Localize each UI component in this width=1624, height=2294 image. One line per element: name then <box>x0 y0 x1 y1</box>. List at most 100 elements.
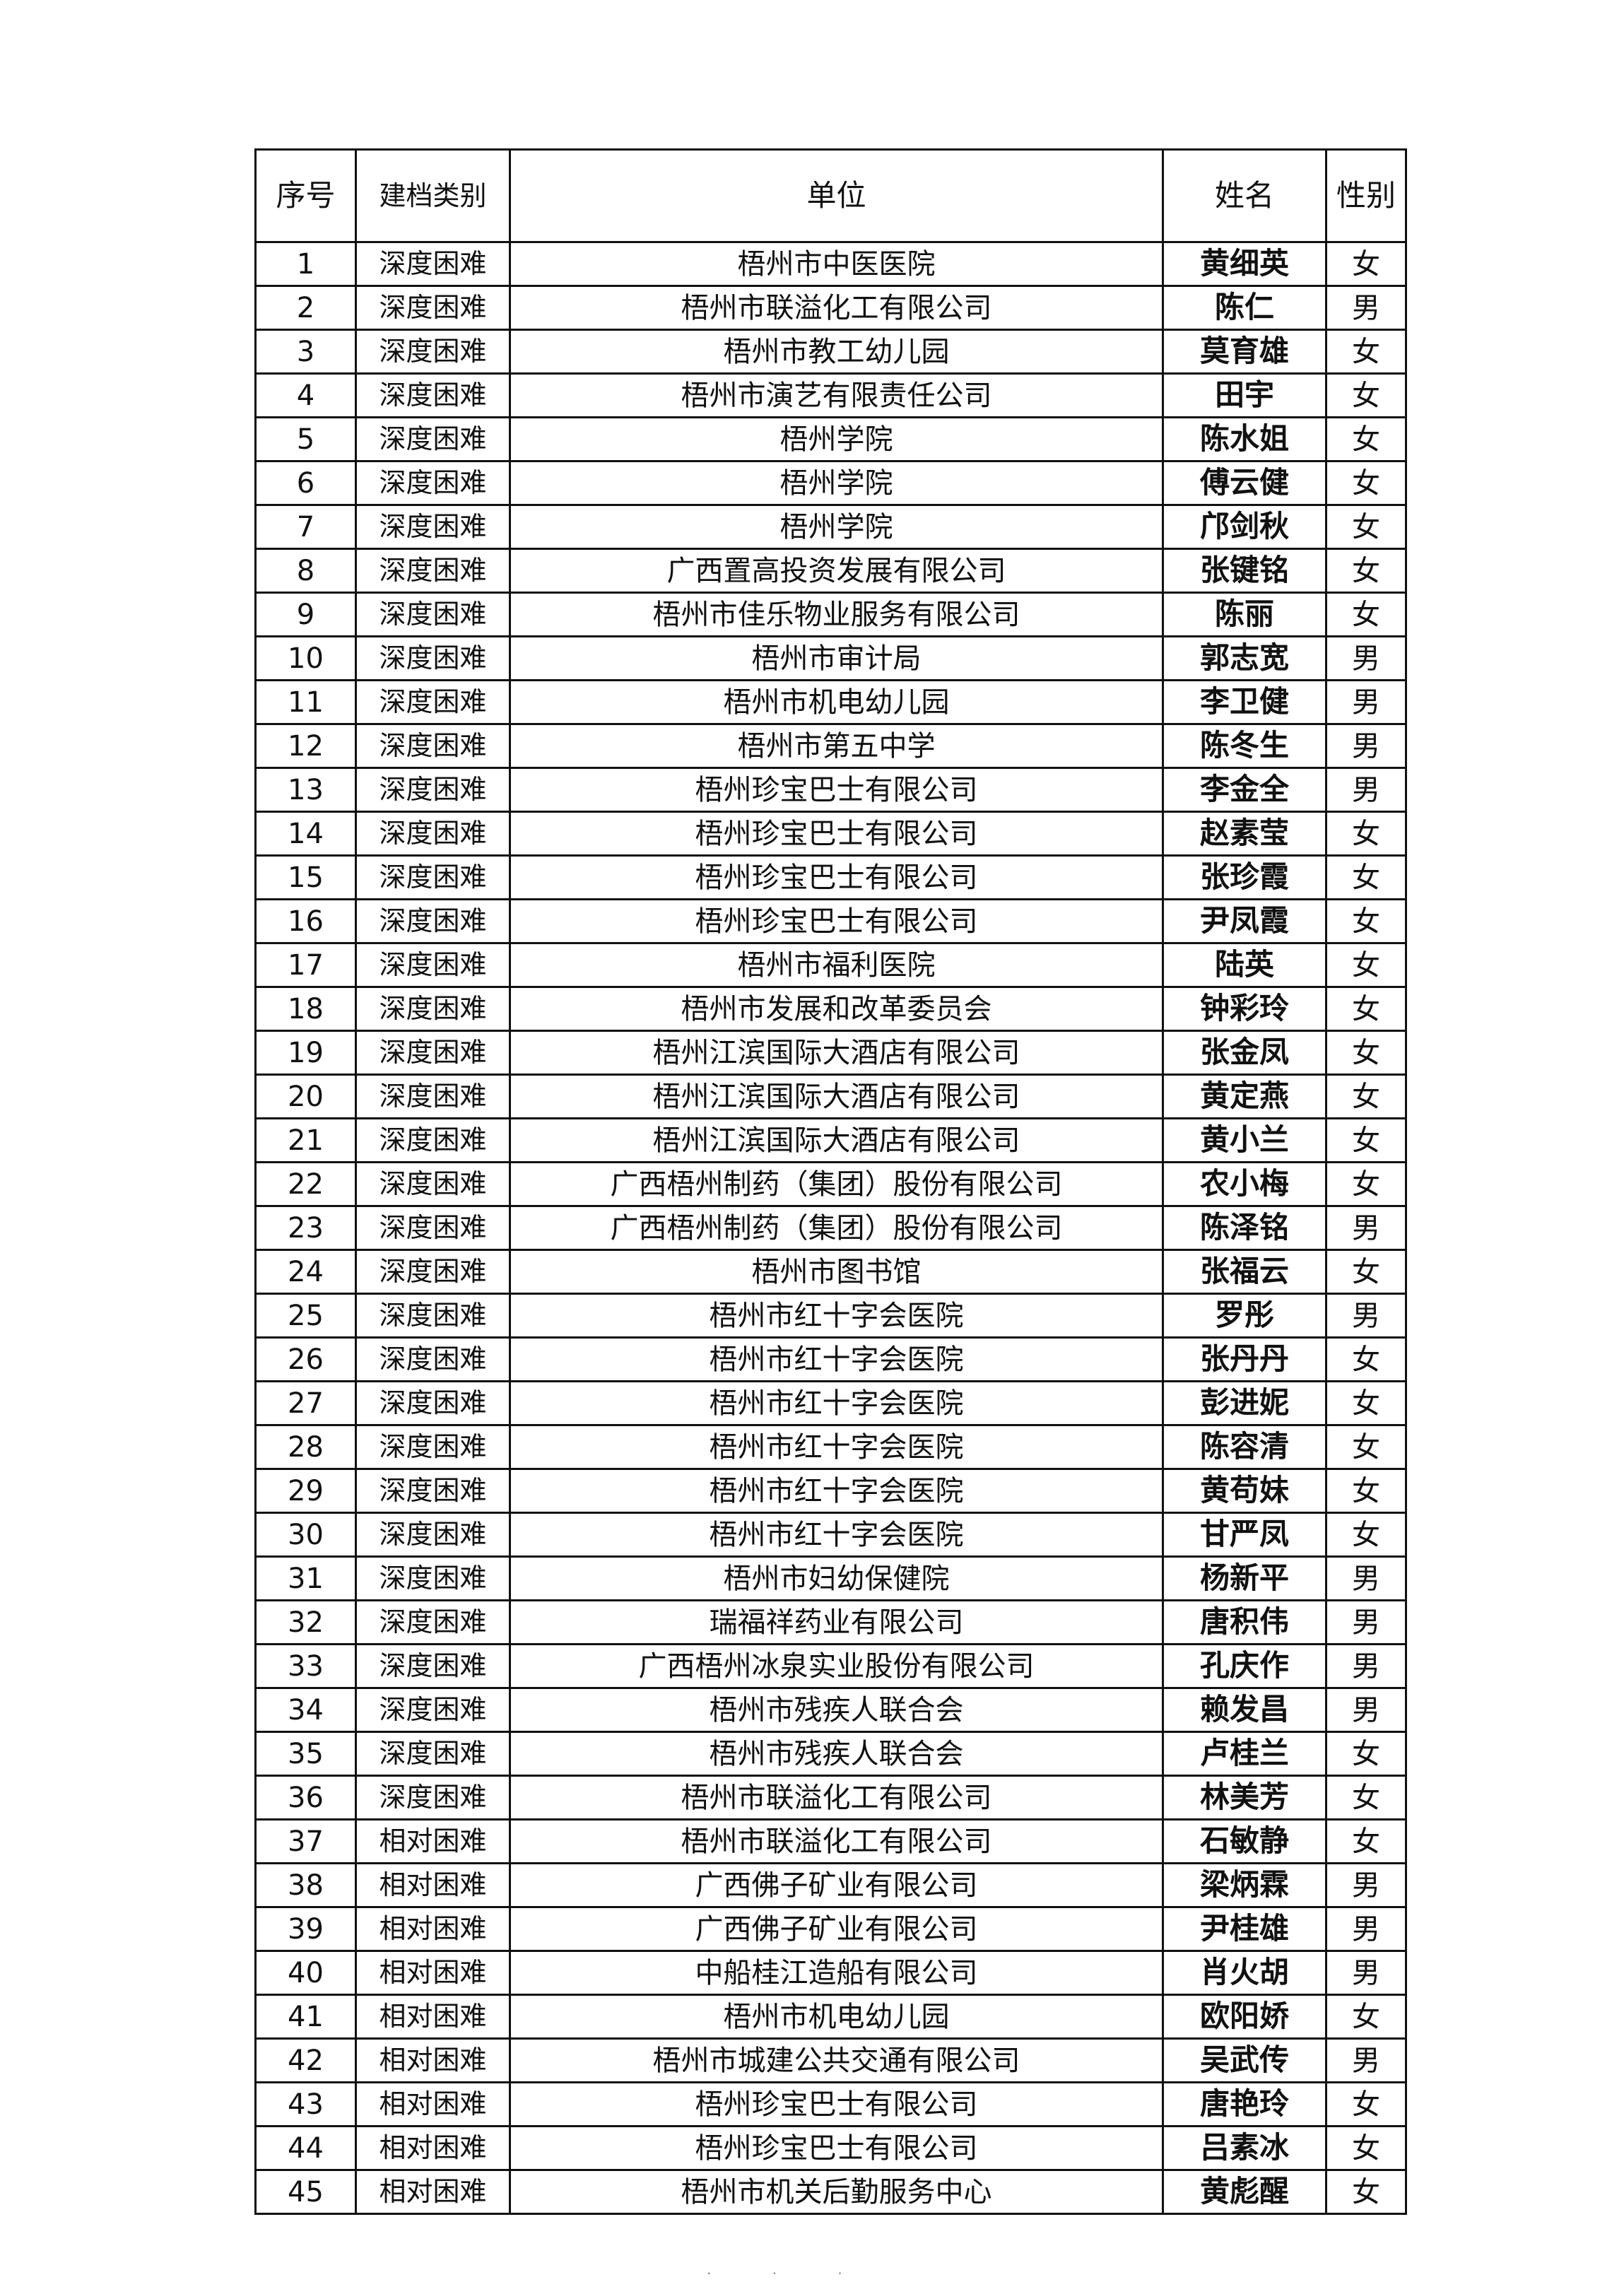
cell-sex: 女 <box>1325 1030 1407 1076</box>
table-row: 13 深度困难 梧州珍宝巴士有限公司 李金全男 <box>254 767 1407 813</box>
cell-unit: 中船桂江造船有限公司 <box>509 1950 1164 1996</box>
cell-type: 深度困难 <box>355 1512 511 1558</box>
cell-sex: 女 <box>1325 1336 1407 1382</box>
cell-unit: 广西梧州制药（集团）股份有限公司 <box>509 1161 1164 1207</box>
cell-sex: 男 <box>1325 1205 1407 1251</box>
cell-sex: 男 <box>1325 1862 1407 1908</box>
cell-no: 34 <box>254 1687 357 1733</box>
table-row: 44 相对困难 梧州珍宝巴士有限公司 吕素冰女 <box>254 2125 1407 2171</box>
cell-no: 37 <box>254 1818 357 1864</box>
cell-no: 36 <box>254 1775 357 1821</box>
cell-no: 22 <box>254 1161 357 1207</box>
cell-name: 甘严凤 <box>1162 1512 1327 1558</box>
cell-type: 深度困难 <box>355 898 511 944</box>
table-row: 38 相对困难 广西佛子矿业有限公司 梁炳霖男 <box>254 1862 1407 1908</box>
cell-no: 44 <box>254 2125 357 2171</box>
cell-type: 深度困难 <box>355 241 511 287</box>
cell-type: 深度困难 <box>355 548 511 594</box>
cell-sex: 女 <box>1325 942 1407 988</box>
cell-no: 42 <box>254 2037 357 2083</box>
cell-unit: 梧州市第五中学 <box>509 723 1164 769</box>
table-row: 35 深度困难 梧州市残疾人联合会 卢桂兰女 <box>254 1731 1407 1777</box>
cell-unit: 梧州珍宝巴士有限公司 <box>509 898 1164 944</box>
table-row: 1 深度困难 梧州市中医医院 黄细英女 <box>254 241 1407 287</box>
cell-unit: 梧州市红十字会医院 <box>509 1380 1164 1426</box>
table-row: 25 深度困难 梧州市红十字会医院 罗彤男 <box>254 1293 1407 1339</box>
cell-name: 陆英 <box>1162 942 1327 988</box>
cell-no: 25 <box>254 1293 357 1339</box>
cell-no: 30 <box>254 1512 357 1558</box>
cell-name: 陈仁 <box>1162 285 1327 331</box>
cell-unit: 梧州市图书馆 <box>509 1249 1164 1295</box>
cell-type: 相对困难 <box>355 1862 511 1908</box>
table-row: 11 深度困难 梧州市机电幼儿园 李卫健男 <box>254 679 1407 725</box>
cell-no: 45 <box>254 2169 357 2215</box>
cell-no: 9 <box>254 592 357 637</box>
cell-sex: 女 <box>1325 1161 1407 1207</box>
cell-unit: 广西佛子矿业有限公司 <box>509 1862 1164 1908</box>
cell-sex: 男 <box>1325 723 1407 769</box>
cell-name: 陈泽铭 <box>1162 1205 1327 1251</box>
cell-no: 5 <box>254 416 357 462</box>
cell-type: 深度困难 <box>355 1117 511 1163</box>
cell-sex: 女 <box>1325 2169 1407 2215</box>
cell-unit: 梧州市联溢化工有限公司 <box>509 1775 1164 1821</box>
cell-sex: 女 <box>1325 1818 1407 1864</box>
table-row: 9 深度困难 梧州市佳乐物业服务有限公司 陈丽女 <box>254 592 1407 637</box>
cell-name: 尹桂雄 <box>1162 1906 1327 1952</box>
cell-name: 黄彪醒 <box>1162 2169 1327 2215</box>
cell-sex: 女 <box>1325 548 1407 594</box>
cell-no: 27 <box>254 1380 357 1426</box>
cell-no: 12 <box>254 723 357 769</box>
cell-unit: 梧州江滨国际大酒店有限公司 <box>509 1074 1164 1119</box>
cell-no: 35 <box>254 1731 357 1777</box>
cell-type: 相对困难 <box>355 2125 511 2171</box>
table-row: 36 深度困难 梧州市联溢化工有限公司 林美芳女 <box>254 1775 1407 1821</box>
cell-sex: 男 <box>1325 1643 1407 1689</box>
cell-no: 18 <box>254 986 357 1032</box>
cell-type: 深度困难 <box>355 1643 511 1689</box>
cell-no: 6 <box>254 460 357 506</box>
cell-no: 26 <box>254 1336 357 1382</box>
cell-unit: 梧州市红十字会医院 <box>509 1468 1164 1514</box>
cell-name: 农小梅 <box>1162 1161 1327 1207</box>
table-row: 28 深度困难 梧州市红十字会医院 陈容清女 <box>254 1424 1407 1470</box>
cell-type: 深度困难 <box>355 854 511 900</box>
cell-type: 相对困难 <box>355 2169 511 2215</box>
cell-type: 深度困难 <box>355 1555 511 1601</box>
cell-type: 深度困难 <box>355 1687 511 1733</box>
cell-sex: 女 <box>1325 1994 1407 2040</box>
cell-name: 石敏静 <box>1162 1818 1327 1864</box>
scan-specks: · · · <box>707 2265 871 2282</box>
cell-name: 黄定燕 <box>1162 1074 1327 1119</box>
cell-no: 3 <box>254 329 357 375</box>
cell-name: 吕素冰 <box>1162 2125 1327 2171</box>
table-row: 45 相对困难 梧州市机关后勤服务中心 黄彪醒女 <box>254 2169 1407 2215</box>
cell-sex: 女 <box>1325 1512 1407 1558</box>
table-row: 4 深度困难 梧州市演艺有限责任公司 田宇女 <box>254 372 1407 418</box>
table-row: 32 深度困难 瑞福祥药业有限公司 唐积伟男 <box>254 1599 1407 1645</box>
cell-sex: 男 <box>1325 1950 1407 1996</box>
cell-name: 黄小兰 <box>1162 1117 1327 1163</box>
cell-name: 彭进妮 <box>1162 1380 1327 1426</box>
cell-sex: 女 <box>1325 504 1407 550</box>
table-header-row: 序号 建档类别 单位 姓名 性别 <box>254 148 1407 243</box>
cell-sex: 女 <box>1325 416 1407 462</box>
cell-no: 23 <box>254 1205 357 1251</box>
cell-type: 相对困难 <box>355 1950 511 1996</box>
table-row: 29 深度困难 梧州市红十字会医院 黄苟妹女 <box>254 1468 1407 1514</box>
cell-name: 莫育雄 <box>1162 329 1327 375</box>
cell-type: 深度困难 <box>355 942 511 988</box>
cell-sex: 女 <box>1325 854 1407 900</box>
table-row: 30 深度困难 梧州市红十字会医院 甘严凤女 <box>254 1512 1407 1558</box>
cell-type: 深度困难 <box>355 767 511 813</box>
cell-unit: 梧州市发展和改革委员会 <box>509 986 1164 1032</box>
cell-type: 深度困难 <box>355 1424 511 1470</box>
cell-no: 17 <box>254 942 357 988</box>
cell-unit: 广西佛子矿业有限公司 <box>509 1906 1164 1952</box>
cell-no: 10 <box>254 635 357 681</box>
cell-sex: 女 <box>1325 1775 1407 1821</box>
cell-unit: 梧州珍宝巴士有限公司 <box>509 767 1164 813</box>
cell-unit: 梧州市机关后勤服务中心 <box>509 2169 1164 2215</box>
cell-name: 李卫健 <box>1162 679 1327 725</box>
